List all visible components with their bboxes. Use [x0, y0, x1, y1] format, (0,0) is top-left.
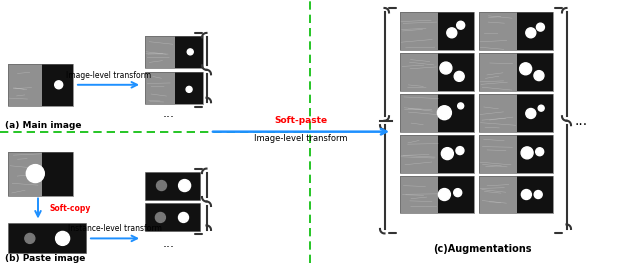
- Circle shape: [157, 181, 166, 191]
- Text: (a) Main image: (a) Main image: [5, 121, 81, 130]
- Text: ...: ...: [163, 237, 175, 250]
- Circle shape: [186, 86, 192, 92]
- Bar: [479, 53, 518, 91]
- Bar: [438, 53, 474, 91]
- Circle shape: [534, 191, 542, 199]
- Circle shape: [179, 180, 191, 191]
- Bar: [145, 172, 200, 200]
- Bar: [145, 204, 200, 232]
- Text: (b) Paste image: (b) Paste image: [5, 254, 85, 263]
- Text: Image-level transform: Image-level transform: [254, 134, 348, 143]
- Bar: [518, 135, 553, 173]
- Bar: [8, 152, 73, 196]
- Circle shape: [437, 106, 451, 120]
- Text: Instance-level transform: Instance-level transform: [68, 224, 162, 233]
- Bar: [400, 135, 474, 173]
- Circle shape: [536, 23, 545, 31]
- Circle shape: [438, 188, 451, 200]
- Bar: [8, 64, 73, 106]
- Bar: [42, 152, 73, 196]
- Bar: [400, 12, 438, 50]
- Circle shape: [440, 62, 452, 74]
- Bar: [8, 152, 42, 196]
- Bar: [42, 64, 73, 106]
- Bar: [400, 176, 438, 214]
- Circle shape: [456, 147, 464, 155]
- Text: Soft-paste: Soft-paste: [275, 116, 328, 125]
- Bar: [400, 94, 438, 132]
- Bar: [400, 176, 474, 214]
- Bar: [175, 72, 203, 104]
- Bar: [518, 94, 553, 132]
- Bar: [518, 53, 553, 91]
- Bar: [479, 176, 518, 214]
- Circle shape: [454, 189, 461, 197]
- Bar: [479, 12, 518, 50]
- Bar: [400, 53, 438, 91]
- Circle shape: [526, 109, 536, 119]
- Text: Soft-copy: Soft-copy: [50, 204, 92, 213]
- Circle shape: [522, 190, 531, 200]
- Bar: [479, 53, 553, 91]
- Text: ...: ...: [575, 114, 588, 128]
- Bar: [145, 36, 203, 68]
- Circle shape: [521, 147, 533, 159]
- Circle shape: [54, 81, 63, 89]
- Bar: [518, 12, 553, 50]
- Circle shape: [156, 213, 165, 223]
- Text: ...: ...: [163, 107, 175, 120]
- Text: Image-level transform: Image-level transform: [67, 71, 152, 80]
- Circle shape: [26, 164, 44, 182]
- Circle shape: [188, 49, 193, 55]
- Bar: [479, 135, 518, 173]
- Bar: [400, 135, 438, 173]
- Bar: [400, 53, 474, 91]
- Circle shape: [25, 233, 35, 243]
- Bar: [479, 94, 553, 132]
- Circle shape: [56, 232, 70, 246]
- Bar: [8, 64, 42, 106]
- Circle shape: [179, 213, 189, 223]
- Bar: [400, 94, 474, 132]
- Bar: [518, 176, 553, 214]
- Bar: [438, 12, 474, 50]
- Circle shape: [538, 105, 544, 111]
- Bar: [479, 12, 553, 50]
- Bar: [479, 94, 518, 132]
- Circle shape: [536, 148, 543, 156]
- Bar: [175, 36, 203, 68]
- Circle shape: [447, 28, 457, 38]
- Bar: [8, 223, 86, 253]
- Bar: [438, 135, 474, 173]
- Circle shape: [520, 63, 532, 75]
- Bar: [400, 12, 474, 50]
- Circle shape: [457, 21, 465, 29]
- Bar: [479, 135, 553, 173]
- Circle shape: [534, 71, 544, 81]
- Circle shape: [442, 148, 453, 160]
- Circle shape: [458, 103, 463, 109]
- Bar: [145, 72, 203, 104]
- Text: (c)Augmentations: (c)Augmentations: [433, 244, 531, 254]
- Circle shape: [454, 71, 464, 81]
- Bar: [145, 72, 175, 104]
- Bar: [438, 176, 474, 214]
- Bar: [145, 36, 175, 68]
- Bar: [438, 94, 474, 132]
- Bar: [479, 176, 553, 214]
- Circle shape: [526, 28, 536, 38]
